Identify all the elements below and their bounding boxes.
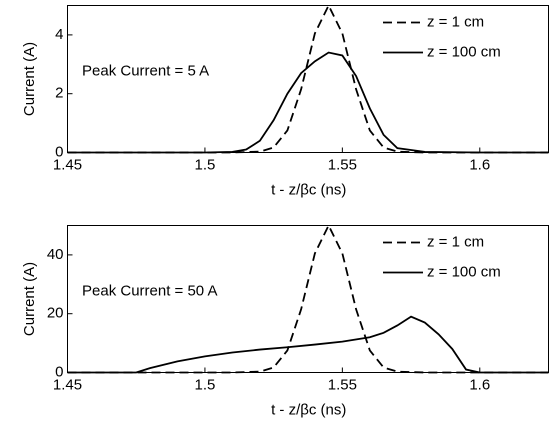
x-tick-label: 1.45 xyxy=(53,376,82,393)
y-tick-label: 2 xyxy=(55,85,63,102)
legend-label: z = 100 cm xyxy=(427,43,501,60)
y-tick-label: 4 xyxy=(55,26,63,43)
series-line xyxy=(67,315,549,374)
x-tick-label: 1.55 xyxy=(328,156,357,173)
x-tick-label: 1.5 xyxy=(194,376,215,393)
x-axis-label: t - z/βc (ns) xyxy=(271,401,346,418)
series-line xyxy=(67,51,549,154)
x-axis-label: t - z/βc (ns) xyxy=(271,181,346,198)
y-tick-label: 40 xyxy=(47,246,64,263)
x-tick-label: 1.45 xyxy=(53,156,82,173)
y-axis-label: Current (A) xyxy=(21,42,38,116)
y-tick-label: 0 xyxy=(55,363,63,380)
x-tick-label: 1.6 xyxy=(469,156,490,173)
y-tick-label: 20 xyxy=(47,305,64,322)
x-tick-label: 1.6 xyxy=(469,376,490,393)
legend-label: z = 1 cm xyxy=(427,233,484,250)
legend-label: z = 1 cm xyxy=(427,13,484,30)
x-tick-label: 1.55 xyxy=(328,376,357,393)
y-tick-label: 0 xyxy=(55,143,63,160)
y-axis-label: Current (A) xyxy=(21,262,38,336)
legend-label: z = 100 cm xyxy=(427,263,501,280)
series-line xyxy=(67,223,549,374)
annotation: Peak Current = 5 A xyxy=(82,62,209,79)
x-tick-label: 1.5 xyxy=(194,156,215,173)
annotation: Peak Current = 50 A xyxy=(82,282,218,299)
series-line xyxy=(67,3,549,154)
